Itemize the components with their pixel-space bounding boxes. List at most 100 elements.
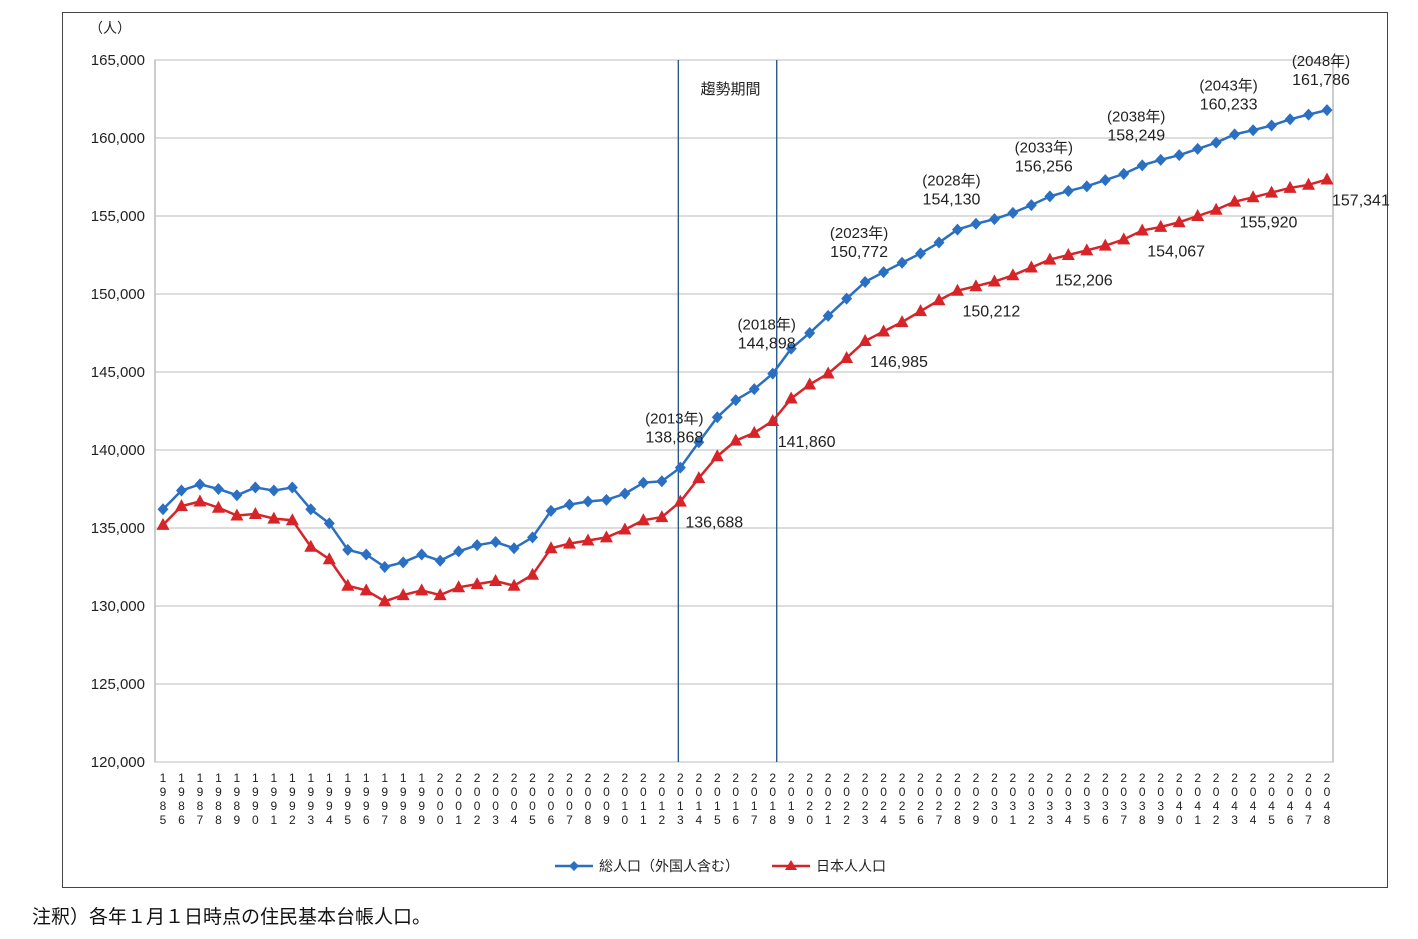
data-point <box>508 542 520 555</box>
data-point <box>692 471 706 484</box>
data-point <box>1191 209 1205 221</box>
data-point <box>490 536 502 549</box>
data-point <box>600 493 612 506</box>
data-point <box>1006 268 1020 281</box>
annotation-year: (2023年) <box>830 225 888 242</box>
annotation-value: 136,688 <box>685 515 743 532</box>
annotation-value: 154,130 <box>923 192 981 209</box>
data-point <box>249 481 261 494</box>
data-point <box>784 391 798 404</box>
data-point <box>1209 202 1223 215</box>
data-point <box>987 274 1001 287</box>
data-point <box>1099 174 1111 187</box>
data-point <box>342 543 354 556</box>
data-point <box>599 530 613 543</box>
data-point <box>1321 104 1333 117</box>
data-point <box>933 236 945 249</box>
y-tick-label: 165,000 <box>91 52 145 69</box>
y-tick-label: 155,000 <box>91 208 145 225</box>
data-point <box>1210 136 1222 149</box>
y-tick-label: 130,000 <box>91 598 145 615</box>
data-point <box>1172 215 1186 228</box>
data-point <box>969 279 983 292</box>
data-point <box>581 533 595 546</box>
data-point <box>1228 194 1242 207</box>
annotation-value: 160,233 <box>1200 96 1258 113</box>
data-point <box>1173 149 1185 162</box>
data-point <box>323 517 335 530</box>
data-point <box>415 583 429 596</box>
data-point <box>748 383 760 396</box>
data-point <box>895 315 909 328</box>
data-point <box>1062 185 1074 198</box>
data-point <box>951 223 963 236</box>
data-point <box>1302 177 1316 190</box>
data-point <box>1043 252 1057 265</box>
period-label: 趨勢期間 <box>701 81 761 98</box>
data-point <box>1080 243 1094 256</box>
data-point <box>655 510 669 523</box>
annotation-value: 144,898 <box>738 336 796 353</box>
legend-label-total: 総人口（外国人含む） <box>599 858 739 874</box>
data-point <box>1061 248 1075 260</box>
data-point <box>268 484 280 497</box>
data-point <box>471 539 483 552</box>
annotation-year: (2033年) <box>1015 139 1073 156</box>
data-point <box>1081 180 1093 193</box>
data-point <box>267 511 281 524</box>
y-tick-label: 150,000 <box>91 286 145 303</box>
data-point <box>729 433 743 446</box>
y-tick-label: 160,000 <box>91 130 145 147</box>
annotation-year: (2048年) <box>1292 53 1350 70</box>
data-point <box>305 503 317 516</box>
annotation-value: 158,249 <box>1107 127 1165 144</box>
data-point <box>1303 108 1315 121</box>
data-point <box>877 324 891 337</box>
annotation-year: (2038年) <box>1107 108 1165 125</box>
data-point <box>841 292 853 305</box>
data-point <box>970 217 982 230</box>
y-tick-label: 120,000 <box>91 754 145 771</box>
data-point <box>1266 119 1278 132</box>
data-point <box>582 495 594 508</box>
data-point <box>785 342 797 355</box>
data-point <box>416 548 428 561</box>
data-point <box>453 545 465 558</box>
data-point <box>433 588 447 601</box>
data-point <box>693 436 705 449</box>
data-point <box>285 513 299 526</box>
data-point <box>1284 113 1296 126</box>
data-point <box>157 503 169 516</box>
data-point <box>636 513 650 526</box>
annotation-value: 154,067 <box>1147 244 1205 261</box>
data-point <box>396 588 410 601</box>
data-point <box>766 413 780 426</box>
data-point <box>527 531 539 544</box>
